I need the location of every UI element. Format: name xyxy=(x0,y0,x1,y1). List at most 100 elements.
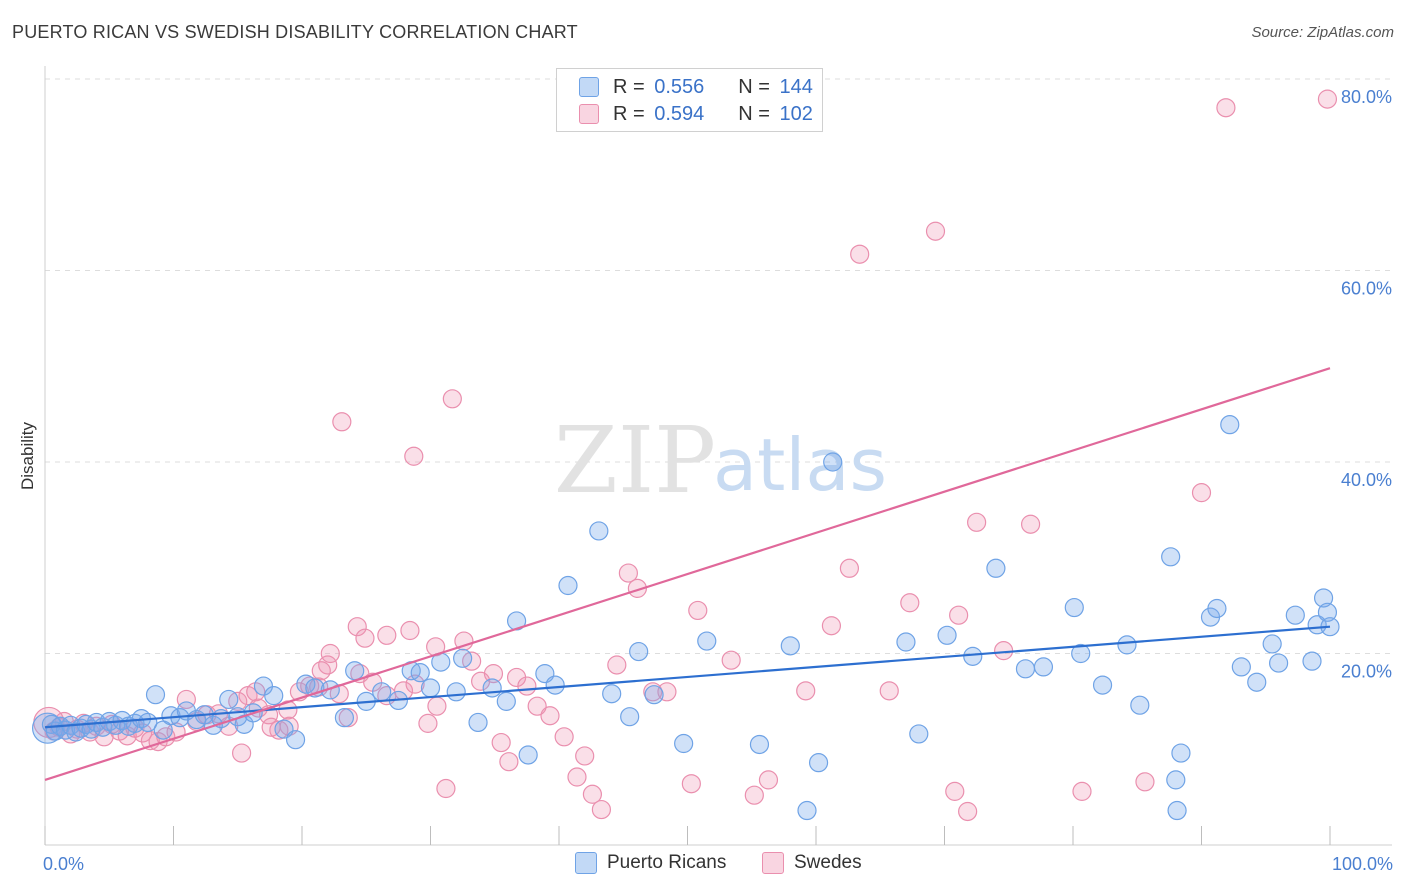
swedes-point xyxy=(347,617,367,637)
puerto-ricans-point xyxy=(808,753,829,773)
puerto-ricans-point xyxy=(674,733,694,754)
swedes-point xyxy=(627,578,647,598)
y-axis-label: Disability xyxy=(18,421,37,490)
swedes-point xyxy=(618,563,638,583)
puerto-ricans-point xyxy=(145,685,166,705)
puerto-ricans-point xyxy=(629,641,649,662)
swedes-point xyxy=(567,767,587,787)
puerto-ricans-point xyxy=(1064,597,1084,618)
puerto-ricans-point xyxy=(1092,675,1113,695)
swedes-point xyxy=(540,706,560,726)
swedes-point xyxy=(176,689,196,710)
tick-labels: 20.0% 40.0% 60.0% 80.0% 0.0% 100.0% xyxy=(43,87,1393,874)
swedes-point xyxy=(850,244,870,264)
swedes-point xyxy=(355,628,375,648)
legend-row-swedes: R = 0.594 N = 102 xyxy=(579,101,813,127)
swedes-point xyxy=(758,770,779,790)
swedes-point xyxy=(688,600,708,621)
puerto-ricans-point xyxy=(219,689,239,710)
swedes-points xyxy=(33,89,1338,822)
puerto-ricans-point xyxy=(558,575,578,596)
puerto-ricans-point xyxy=(1071,643,1091,664)
y-tick-label: 60.0% xyxy=(1341,279,1392,299)
puerto-ricans-point xyxy=(797,800,817,821)
puerto-ricans-point xyxy=(482,678,502,698)
swedes-point xyxy=(499,752,519,772)
legend-n-label: N = xyxy=(738,75,776,98)
puerto-ricans-point xyxy=(780,636,800,656)
swedes-point xyxy=(427,696,447,716)
swedes-point xyxy=(575,746,595,766)
puerto-ricans-point xyxy=(937,625,957,645)
watermark-atlas: atlas xyxy=(713,423,887,507)
legend-n-label: N = xyxy=(738,102,776,125)
puerto-ricans-point xyxy=(644,685,664,705)
puerto-ricans-point xyxy=(345,661,365,681)
swedes-point xyxy=(320,643,340,664)
swedes-point xyxy=(744,785,764,805)
puerto-ricans-point xyxy=(1247,672,1267,692)
puerto-ricans-point xyxy=(468,712,488,733)
swedes-point xyxy=(582,784,603,804)
y-tick-label: 20.0% xyxy=(1341,662,1392,682)
swedes-point xyxy=(232,743,252,763)
swedes-point xyxy=(491,732,511,753)
legend-r-value: 0.594 xyxy=(654,102,705,125)
correlation-legend: R = 0.556 N = 144 R = 0.594 N = 102 xyxy=(556,68,823,132)
swedes-point xyxy=(554,727,574,747)
puerto-ricans-point xyxy=(420,678,441,698)
legend-swatch-blue xyxy=(579,77,599,97)
puerto-ricans-point xyxy=(1130,695,1150,715)
source-label: Source: ZipAtlas.com xyxy=(1251,24,1394,41)
swedes-point xyxy=(311,661,331,681)
swedes-point xyxy=(879,681,899,701)
puerto-ricans-point xyxy=(1285,605,1305,625)
puerto-ricans-point xyxy=(1161,547,1181,567)
swedes-point xyxy=(246,682,266,702)
x-tick-label: 100.0% xyxy=(1332,854,1393,874)
swedes-point xyxy=(527,696,547,716)
swedes-point xyxy=(945,781,965,801)
legend-item-puerto-ricans[interactable]: Puerto Ricans xyxy=(575,852,726,874)
puerto-ricans-point xyxy=(697,631,717,651)
puerto-ricans-point xyxy=(1302,651,1322,671)
swedes-point xyxy=(454,631,474,651)
puerto-ricans-point xyxy=(602,684,622,704)
puerto-ricans-point xyxy=(589,521,609,541)
puerto-ricans-point xyxy=(1033,657,1054,677)
puerto-ricans-point xyxy=(1220,415,1240,435)
puerto-ricans-point xyxy=(1317,602,1338,622)
puerto-ricans-point xyxy=(1117,635,1137,655)
legend-swatch-pink xyxy=(762,852,784,874)
legend-row-puerto-ricans: R = 0.556 N = 144 xyxy=(579,74,813,100)
swedes-point xyxy=(517,676,537,696)
puerto-ricans-point xyxy=(896,632,916,652)
axes xyxy=(44,66,1392,846)
swedes-point xyxy=(925,221,946,241)
puerto-ricans-point xyxy=(1167,800,1187,821)
chart-title: PUERTO RICAN VS SWEDISH DISABILITY CORRE… xyxy=(12,22,578,42)
swedes-point xyxy=(436,778,456,799)
series-legend: Puerto Ricans Swedes xyxy=(0,852,1406,878)
puerto-ricans-point xyxy=(446,682,466,702)
swedes-trend-line xyxy=(44,367,1331,781)
swedes-point xyxy=(839,558,860,578)
puerto-ricans-point xyxy=(1171,743,1191,763)
y-tick-label: 80.0% xyxy=(1341,87,1392,107)
swedes-point xyxy=(418,713,438,733)
swedes-point xyxy=(1191,483,1212,503)
legend-r-label: R = xyxy=(613,102,651,125)
swedes-point xyxy=(681,774,701,794)
puerto-ricans-point xyxy=(620,707,640,727)
swedes-point xyxy=(958,801,978,822)
puerto-ricans-point xyxy=(453,648,473,668)
grid-lines xyxy=(45,78,1392,654)
legend-item-swedes[interactable]: Swedes xyxy=(762,852,862,874)
swedes-point xyxy=(994,641,1014,661)
puerto-ricans-point xyxy=(264,686,284,706)
swedes-point xyxy=(607,655,627,675)
swedes-point xyxy=(721,650,741,670)
swedes-point xyxy=(442,389,462,409)
puerto-ricans-point xyxy=(1262,634,1282,654)
